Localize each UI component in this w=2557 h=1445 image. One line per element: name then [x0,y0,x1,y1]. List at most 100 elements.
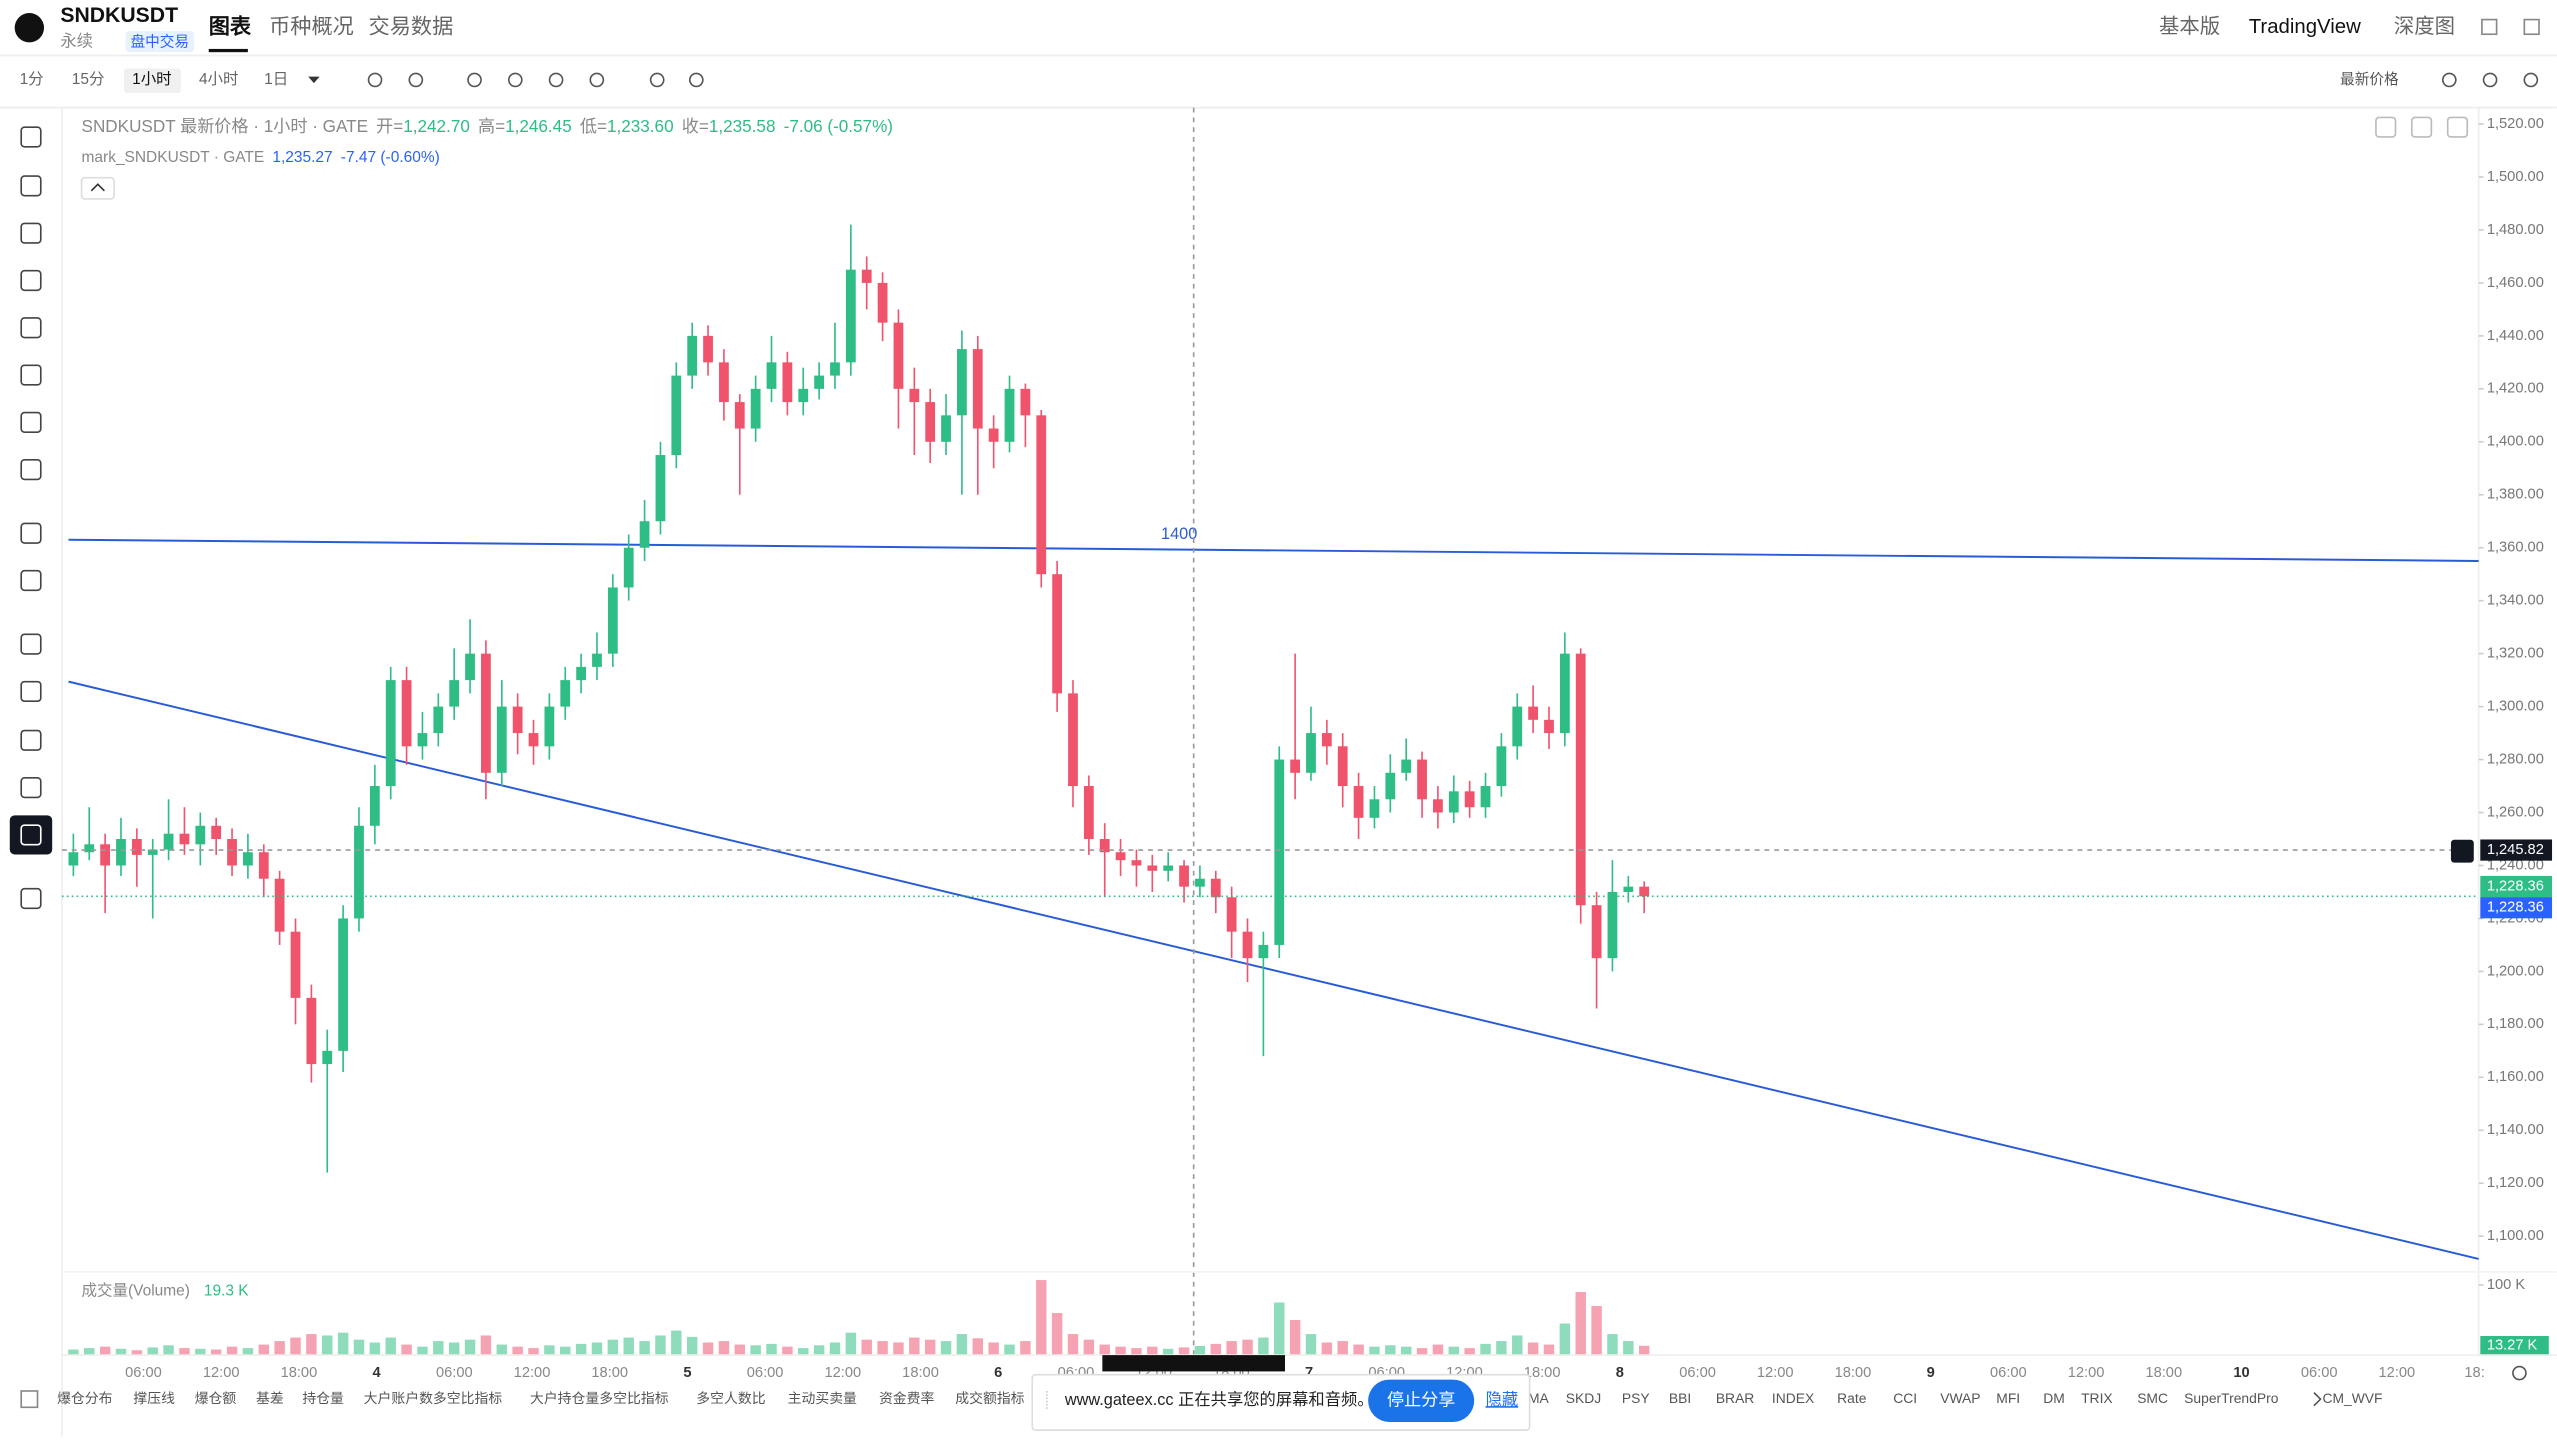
drawing-tool[interactable] [20,680,42,703]
indicator[interactable]: MA [1528,1390,1550,1406]
volume-bar [718,1341,730,1356]
drawing-tool[interactable] [20,269,42,292]
drawing-tool[interactable] [20,459,42,481]
interval[interactable]: 4小时 [199,70,239,88]
drawing-tool[interactable] [20,729,42,751]
stop-btn[interactable] [1368,1379,1475,1422]
interval[interactable]: 1小时 [132,70,172,88]
candle-body [1083,786,1094,840]
pane-btn[interactable] [2446,116,2469,138]
candle-body [830,362,840,376]
toolbar-icon[interactable] [649,72,665,88]
hide-link[interactable]: 隐藏 [1486,1391,1519,1409]
indicator[interactable]: 资金费率 [879,1390,935,1406]
drawing-tool[interactable] [20,222,42,244]
indicator[interactable]: BBI [1669,1390,1691,1406]
toolbar-icon[interactable] [2482,72,2498,88]
tab[interactable]: 图表 [209,14,252,38]
dropdown[interactable] [308,76,320,84]
indicator[interactable]: INDEX [1772,1390,1814,1406]
drawing-tool[interactable] [20,522,42,544]
icon[interactable] [2481,18,2498,36]
drawing-tool[interactable] [20,887,42,910]
toolbar-icon[interactable] [408,72,424,88]
toolbar-icon[interactable] [688,72,704,88]
header-link[interactable]: TradingView [2249,16,2361,38]
indicator[interactable]: SuperTrendPro [2184,1390,2279,1406]
volume-bar [306,1334,317,1356]
tab[interactable]: 交易数据 [369,14,454,38]
settings-icon[interactable] [2512,1365,2527,1381]
indicator[interactable]: CM_WVF [2322,1390,2382,1406]
indicator[interactable]: 大户持仓量多空比指标 [530,1390,669,1406]
drawing-tool[interactable] [20,569,42,592]
badge: 盘中交易 [130,32,189,50]
toolbar-icon[interactable] [548,72,564,88]
tab[interactable]: 币种概况 [269,14,354,38]
indicator[interactable]: DM [2043,1390,2065,1406]
toolbar-icon[interactable] [2523,72,2539,88]
drawing-tool[interactable] [20,777,42,799]
drawing-tool[interactable] [20,126,42,148]
candle-body [163,833,174,850]
toolbar-icon[interactable] [507,72,523,88]
candle-body [195,825,206,845]
volume-bar [544,1345,555,1356]
plus-btn[interactable] [2450,839,2474,863]
y-tick-label: 1,380.00 [2487,487,2544,503]
indicator[interactable]: 基差 [256,1390,284,1406]
drawing-tool[interactable] [20,633,42,655]
indicator[interactable]: TRIX [2081,1390,2113,1406]
price-type[interactable]: 最新价格 [2340,71,2399,88]
indicator[interactable]: BRAR [1716,1390,1755,1406]
indicator[interactable]: 撑压线 [133,1390,175,1406]
indicator[interactable]: 爆仓分布 [57,1390,113,1406]
volume-bar [448,1342,460,1356]
toolbar-icon[interactable] [2441,72,2457,88]
more-arrow[interactable] [2313,1392,2322,1407]
drawing-tool[interactable] [20,175,42,197]
volume-bar [972,1338,984,1356]
toolbar-icon[interactable] [589,72,605,88]
candle-body [1559,653,1570,734]
indicator[interactable]: 持仓量 [302,1390,344,1406]
indicator[interactable]: 爆仓额 [195,1390,237,1406]
candle-body [290,931,301,998]
indicator[interactable]: 主动买卖量 [788,1390,857,1406]
icon[interactable] [2523,18,2540,36]
indicator[interactable]: 成交额指标 [955,1390,1024,1406]
indicator[interactable]: VWAP [1940,1390,1980,1406]
pane-btn[interactable] [2375,116,2397,138]
collapse-btn[interactable] [80,176,115,200]
volume-bar [1432,1344,1444,1356]
indicator[interactable]: 大户账户数多空比指标 [364,1390,503,1406]
header-link[interactable]: 深度图 [2394,15,2455,38]
toolbar-icon[interactable] [367,72,383,88]
volume-bar [353,1339,365,1356]
symbol[interactable]: SNDKUSDT [60,4,178,27]
volume-bar [1210,1343,1222,1356]
y-tick-label: 1,140.00 [2487,1122,2544,1138]
indicator[interactable]: SKDJ [1566,1390,1601,1406]
drawing-tool[interactable] [20,411,42,433]
y-tick-label: 1,240.00 [2487,857,2544,873]
indicator[interactable]: Rate [1837,1390,1867,1406]
indicator[interactable]: CCI [1893,1390,1917,1406]
cal-icon[interactable] [20,1390,39,1409]
volume-bar [1337,1341,1348,1356]
indicator[interactable]: PSY [1622,1390,1650,1406]
toolbar-icon[interactable] [467,72,482,88]
header-link[interactable]: 基本版 [2159,15,2220,38]
indicator[interactable]: MFI [1996,1390,2020,1406]
stop-share[interactable]: 停止分享 [1387,1390,1455,1409]
interval[interactable]: 15分 [72,70,105,88]
drawing-tool[interactable] [20,317,42,339]
indicator[interactable]: SMC [2137,1390,2168,1406]
interval[interactable]: 1日 [264,71,288,88]
indicator[interactable]: 多空人数比 [696,1390,765,1406]
drawing-tool[interactable] [20,824,42,846]
candle-body [417,733,428,747]
drawing-tool[interactable] [20,364,42,386]
interval[interactable]: 1分 [20,70,44,88]
pane-btn[interactable] [2410,116,2433,138]
